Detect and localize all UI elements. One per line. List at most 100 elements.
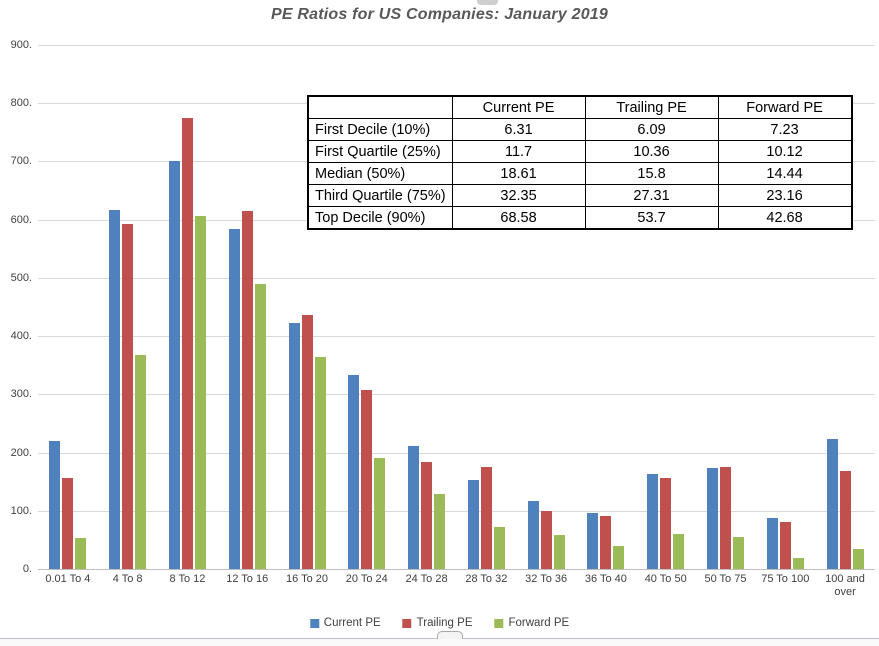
bar-current-pe [49,440,61,569]
x-axis-label: 75 To 100 [761,573,810,585]
stats-value: 68.58 [451,206,586,230]
stats-header-cell [307,95,453,119]
bar-group [696,45,756,569]
bar-current-pe [228,228,240,569]
stats-table-body: Current PE Trailing PE Forward PE First Dec… [307,95,853,230]
stats-value: 32.35 [451,184,586,207]
gridline [38,394,875,396]
stats-row: Top Decile (90%) 68.58 53.7 42.68 [307,206,853,230]
bar-trailing-pe [421,461,433,569]
stats-value: 53.7 [584,206,719,230]
bar-current-pe [288,323,300,569]
x-axis-line [38,569,875,570]
bar-trailing-pe [122,224,134,569]
y-axis-tick-label: 100. [10,504,32,517]
y-axis-tick-label: 0. [22,563,32,575]
bar-group [337,45,397,569]
x-axis-label: 12 To 16 [226,573,269,585]
x-axis-label: 100 and over [825,573,865,598]
x-axis-label: 4 To 8 [112,573,143,585]
bar-current-pe [527,501,539,569]
bar-trailing-pe [540,510,552,569]
bar-current-pe [408,446,420,569]
bar-forward-pe [553,535,565,569]
bar-trailing-pe [660,478,672,569]
stats-value: 42.68 [717,206,853,230]
bar-forward-pe [75,538,87,569]
bar-trailing-pe [779,522,791,569]
stats-value: 7.23 [717,118,853,141]
x-axis-label: 28 To 32 [465,573,508,585]
bar-forward-pe [374,458,386,569]
bar-group [158,45,218,569]
chart-title: PE Ratios for US Companies: January 2019 [271,6,608,23]
bar-forward-pe [194,215,206,569]
x-axis-label: 32 To 36 [525,573,568,585]
bottom-border-strip [0,638,879,646]
legend-swatch-icon [402,618,412,628]
bar-group [636,45,696,569]
bar-group [755,45,815,569]
y-axis-tick-label: 900. [10,39,32,51]
bar-trailing-pe [480,467,492,569]
bar-current-pe [467,479,479,569]
bar-current-pe [647,474,659,569]
bar-group [217,45,277,569]
bar-trailing-pe [301,314,313,569]
bar-group [277,45,337,569]
x-axis: 0.01 To 4 4 To 8 8 To 12 12 To 16 16 To 20 20… [38,573,875,599]
bar-current-pe [348,375,360,569]
x-axis-label: 36 To 40 [584,573,627,585]
bar-group [456,45,516,569]
legend-swatch-icon [494,618,504,628]
y-axis-tick-label: 500. [10,271,32,284]
legend: Current PE Trailing PE Forward PE [309,617,570,629]
stats-value: 23.16 [717,184,853,207]
bar-forward-pe [493,526,505,569]
stats-row-label: Third Quartile (75%) [307,184,453,207]
stats-value: 6.09 [584,118,719,141]
stats-row: Median (50%) 18.61 15.8 14.44 [307,162,853,185]
stats-table: Current PE Trailing PE Forward PE First Dec… [307,95,853,230]
resize-handle-top[interactable] [477,0,498,5]
legend-label: Current PE [323,617,381,629]
legend-label: Forward PE [508,617,570,629]
gridline [38,45,875,46]
gridline [38,336,875,338]
legend-item[interactable]: Current PE [309,617,381,629]
y-axis-tick-label: 300. [10,388,32,401]
legend-item[interactable]: Forward PE [494,617,570,629]
bar-forward-pe [852,549,864,569]
bar-forward-pe [135,355,147,569]
bar-forward-pe [792,557,804,569]
resize-handle-bottom[interactable] [437,631,463,639]
stats-header-cell: Trailing PE [584,95,719,119]
bar-forward-pe [314,357,326,569]
bar-forward-pe [254,283,266,569]
y-axis-tick-label: 700. [10,155,32,168]
gridline [38,510,875,512]
stats-row-label: Median (50%) [307,162,453,185]
bar-forward-pe [434,493,446,569]
bar-current-pe [766,517,778,569]
legend-item[interactable]: Trailing PE [402,617,473,629]
stats-row-label: First Quartile (25%) [307,140,453,163]
bar-trailing-pe [719,466,731,569]
legend-swatch-icon [309,618,319,628]
bar-trailing-pe [62,477,74,569]
bar-current-pe [826,438,838,569]
x-axis-label: 40 To 50 [644,573,687,585]
bar-group [815,45,875,569]
plot-area [38,45,875,570]
stats-header-cell: Current PE [451,95,586,119]
stats-value: 10.12 [717,140,853,163]
stats-value: 6.31 [451,118,586,141]
bar-group [98,45,158,569]
bar-trailing-pe [600,516,612,569]
bar-forward-pe [732,536,744,569]
y-axis-tick-label: 400. [10,330,32,343]
bar-group [516,45,576,569]
stats-row-label: First Decile (10%) [307,118,453,141]
bar-current-pe [706,467,718,569]
